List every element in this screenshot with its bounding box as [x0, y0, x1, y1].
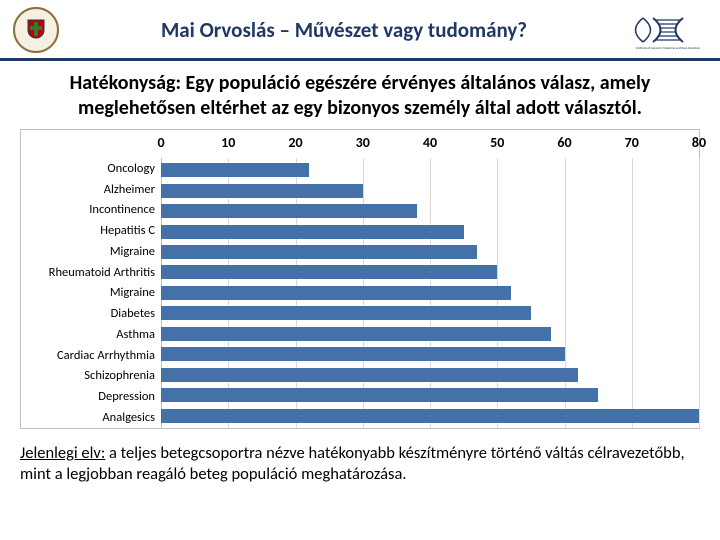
category-label: Alzheimer	[21, 183, 155, 196]
category-label: Schizophrenia	[21, 369, 155, 382]
efficacy-bar-chart: 01020304050607080 OncologyAlzheimerIncon…	[20, 129, 700, 429]
category-label: Asthma	[21, 328, 155, 341]
x-tick: 50	[490, 134, 504, 151]
x-tick: 20	[288, 134, 302, 151]
bar	[161, 286, 511, 300]
category-label: Migraine	[21, 286, 155, 299]
bar	[161, 184, 363, 198]
x-tick: 10	[221, 134, 235, 151]
category-label: Depression	[21, 390, 155, 403]
bar	[161, 388, 598, 402]
gridline	[699, 158, 700, 428]
svg-text:Institute of Genomic Medicine: Institute of Genomic Medicine and Rare D…	[636, 46, 701, 50]
bar	[161, 306, 531, 320]
plot-area	[161, 158, 699, 428]
crest-logo	[12, 6, 60, 54]
bar	[161, 327, 551, 341]
bar	[161, 368, 578, 382]
x-tick: 70	[625, 134, 639, 151]
x-axis: 01020304050607080	[21, 130, 699, 158]
bar	[161, 347, 565, 361]
bar	[161, 204, 417, 218]
bar	[161, 245, 477, 259]
footer-note: Jelenlegi elv: a teljes betegcsoportra n…	[0, 429, 720, 484]
category-label: Migraine	[21, 245, 155, 258]
subtitle: Hatékonyság: Egy populáció egészére érvé…	[0, 61, 720, 129]
footer-rest: a teljes betegcsoportra nézve hatékonyab…	[20, 443, 685, 484]
chart-container: 0 10 20 30 40 50 60 70 80 Oncology Alzheimer Incon…	[0, 129, 720, 429]
x-tick: 0	[157, 134, 164, 151]
category-label: Cardiac Arrhythmia	[21, 349, 155, 362]
category-label: Oncology	[21, 162, 155, 175]
header: Mai Orvoslás – Művészet vagy tudomány? I…	[0, 0, 720, 61]
bar	[161, 265, 497, 279]
x-tick: 80	[692, 134, 706, 151]
page-title: Mai Orvoslás – Művészet vagy tudomány?	[60, 17, 628, 43]
x-tick: 30	[356, 134, 370, 151]
dna-logo: Institute of Genomic Medicine and Rare D…	[628, 10, 708, 50]
bar	[161, 163, 309, 177]
gridline	[632, 158, 633, 428]
x-tick: 60	[557, 134, 571, 151]
category-label: Incontinence	[21, 203, 155, 216]
category-label: Rheumatoid Arthritis	[21, 266, 155, 279]
x-tick: 40	[423, 134, 437, 151]
footer-lead: Jelenlegi elv:	[20, 443, 105, 463]
bar	[161, 225, 464, 239]
category-label: Hepatitis C	[21, 224, 155, 237]
category-labels: Oncology Alzheimer Incontinence Hepatitis C…	[21, 158, 161, 428]
category-label: Diabetes	[21, 307, 155, 320]
category-label: Analgesics	[21, 411, 155, 424]
bar	[161, 409, 699, 423]
